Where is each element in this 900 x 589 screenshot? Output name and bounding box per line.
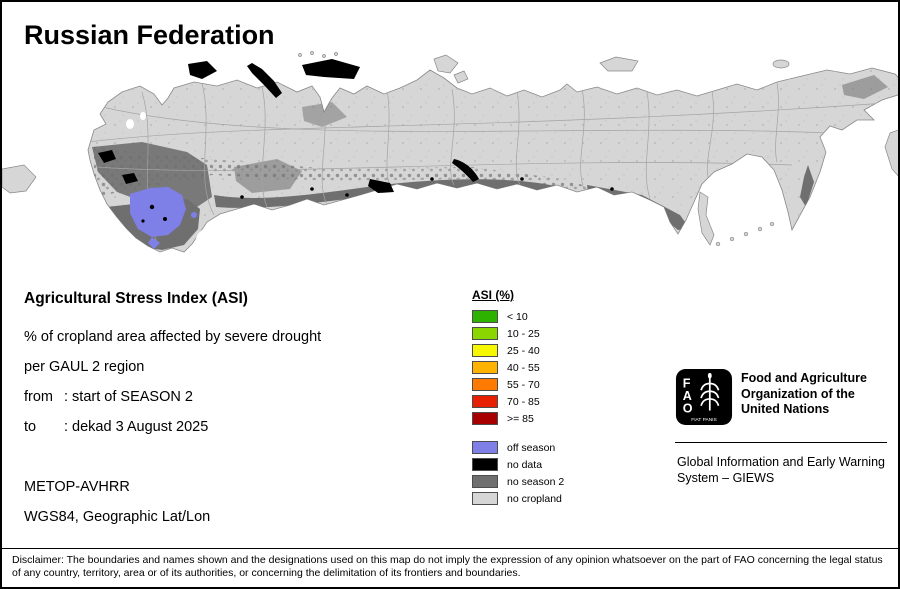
map-canvas	[2, 51, 898, 261]
legend-swatch	[472, 327, 498, 340]
disclaimer: Disclaimer: The boundaries and names sho…	[2, 548, 898, 587]
legend-label: no season 2	[507, 475, 565, 488]
to-value: : dekad 3 August 2025	[64, 419, 209, 435]
legend-swatch	[472, 441, 498, 454]
legend-swatch	[472, 378, 498, 391]
legend-row: 40 - 55	[472, 361, 564, 374]
russia-asi-map	[2, 47, 898, 287]
period-to: to : dekad 3 August 2025	[24, 418, 321, 436]
giews-name: Global Information and Early Warning Sys…	[677, 455, 885, 485]
legend-swatch	[472, 310, 498, 323]
map-islands	[2, 51, 898, 247]
sensor-name: METOP-AVHRR	[24, 479, 130, 495]
legend-swatch	[472, 492, 498, 505]
legend-row: >= 85	[472, 412, 564, 425]
legend-swatch	[472, 412, 498, 425]
legend-swatch	[472, 344, 498, 357]
legend: ASI (%) < 10 10 - 25 25 - 40 40 - 55 55 …	[472, 288, 564, 509]
fao-logo-letter: A	[683, 389, 692, 403]
legend-title: ASI (%)	[472, 288, 514, 302]
legend-swatch	[472, 361, 498, 374]
map-info-block: Agricultural Stress Index (ASI) % of cro…	[24, 290, 321, 538]
asi-description-2: per GAUL 2 region	[24, 359, 145, 375]
asi-heading: Agricultural Stress Index (ASI)	[24, 290, 248, 307]
from-label: from	[24, 389, 53, 405]
legend-row: no season 2	[472, 475, 564, 488]
legend-label: >= 85	[507, 412, 534, 425]
fao-logo-icon: F A O FIAT PANIS	[675, 368, 733, 426]
map-water	[90, 112, 217, 261]
legend-row: 70 - 85	[472, 395, 564, 408]
legend-row: 10 - 25	[472, 327, 564, 340]
fao-block: F A O FIAT PANIS Food and Agriculture Or…	[675, 368, 890, 426]
legend-label: off season	[507, 441, 556, 454]
legend-label: 10 - 25	[507, 327, 540, 340]
fao-motto: FIAT PANIS	[691, 417, 717, 423]
legend-swatch	[472, 475, 498, 488]
legend-row: 55 - 70	[472, 378, 564, 391]
legend-label: < 10	[507, 310, 528, 323]
legend-label: 40 - 55	[507, 361, 540, 374]
legend-row: off season	[472, 441, 564, 454]
fao-logo-letter: O	[683, 401, 693, 415]
legend-row: no data	[472, 458, 564, 471]
legend-label: no cropland	[507, 492, 562, 505]
fao-logo-letter: F	[683, 376, 691, 390]
map-no-data-regions	[98, 59, 614, 199]
legend-label: no data	[507, 458, 543, 471]
legend-swatch	[472, 395, 498, 408]
page-title: Russian Federation	[24, 20, 275, 50]
legend-row: no cropland	[472, 492, 564, 505]
projection-name: WGS84, Geographic Lat/Lon	[24, 509, 211, 525]
legend-swatch	[472, 458, 498, 471]
to-label: to	[24, 419, 37, 435]
map-off-season-region	[130, 187, 197, 249]
legend-row: < 10	[472, 310, 564, 323]
wheat-ear-icon	[700, 372, 720, 411]
legend-label: 25 - 40	[507, 344, 540, 357]
asi-description-1: % of cropland area affected by severe dr…	[24, 329, 322, 345]
period-from: from : start of SEASON 2	[24, 388, 321, 406]
fao-divider	[675, 442, 887, 443]
map-off-season-speckles	[141, 204, 167, 223]
from-value: : start of SEASON 2	[64, 389, 193, 405]
legend-row: 25 - 40	[472, 344, 564, 357]
fao-org-name: Food and Agriculture Organization of the…	[741, 371, 867, 416]
legend-label: 70 - 85	[507, 395, 540, 408]
legend-label: 55 - 70	[507, 378, 540, 391]
map-region-borders	[88, 82, 898, 243]
